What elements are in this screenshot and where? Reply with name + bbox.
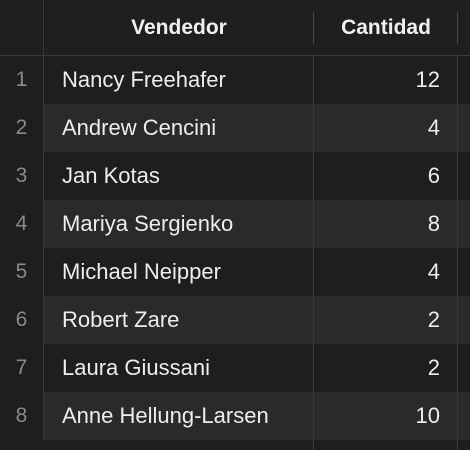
cell-cantidad[interactable]: 4 [427, 115, 440, 140]
cell-vendedor[interactable]: Mariya Sergienko [62, 211, 234, 236]
table-row[interactable]: 1 Nancy Freehafer 12 [0, 56, 470, 104]
cell-vendedor[interactable]: Anne Hellung-Larsen [62, 403, 269, 428]
row-number: 5 [0, 248, 44, 296]
row-number: 2 [0, 104, 44, 152]
cell-vendedor[interactable]: Laura Giussani [62, 355, 210, 380]
table-row[interactable]: 3 Jan Kotas 6 [0, 152, 470, 200]
column-resize-handle[interactable] [457, 12, 458, 44]
cell-vendedor[interactable]: Nancy Freehafer [62, 67, 226, 92]
row-number: 1 [0, 56, 44, 104]
column-header-vendedor[interactable]: Vendedor [131, 16, 227, 39]
column-header-extra [458, 0, 470, 55]
row-number: 3 [0, 152, 44, 200]
row-number-header[interactable] [0, 0, 44, 55]
column-divider [313, 56, 314, 450]
table-row[interactable]: 8 Anne Hellung-Larsen 10 [0, 392, 470, 440]
grid-header: Vendedor Cantidad [0, 0, 470, 56]
table-row[interactable]: 5 Michael Neipper 4 [0, 248, 470, 296]
cell-cantidad[interactable]: 10 [415, 403, 440, 428]
table-row[interactable]: 6 Robert Zare 2 [0, 296, 470, 344]
row-number: 8 [0, 392, 44, 440]
cell-cantidad[interactable]: 6 [427, 163, 440, 188]
cell-vendedor[interactable]: Jan Kotas [62, 163, 160, 188]
cell-cantidad[interactable]: 2 [427, 307, 440, 332]
cell-cantidad[interactable]: 12 [415, 67, 440, 92]
table-row[interactable]: 2 Andrew Cencini 4 [0, 104, 470, 152]
cell-cantidad[interactable]: 2 [427, 355, 440, 380]
cell-vendedor[interactable]: Andrew Cencini [62, 115, 217, 140]
row-number: 6 [0, 296, 44, 344]
cell-cantidad[interactable]: 4 [427, 259, 440, 284]
cell-vendedor[interactable]: Robert Zare [62, 307, 180, 332]
table-row[interactable]: 7 Laura Giussani 2 [0, 344, 470, 392]
row-number: 4 [0, 200, 44, 248]
column-resize-handle[interactable] [313, 12, 314, 44]
column-divider [457, 56, 458, 450]
column-header-cantidad[interactable]: Cantidad [341, 16, 431, 39]
cell-cantidad[interactable]: 8 [427, 211, 440, 236]
table-row[interactable]: 4 Mariya Sergienko 8 [0, 200, 470, 248]
cell-vendedor[interactable]: Michael Neipper [62, 259, 221, 284]
row-number: 7 [0, 344, 44, 392]
